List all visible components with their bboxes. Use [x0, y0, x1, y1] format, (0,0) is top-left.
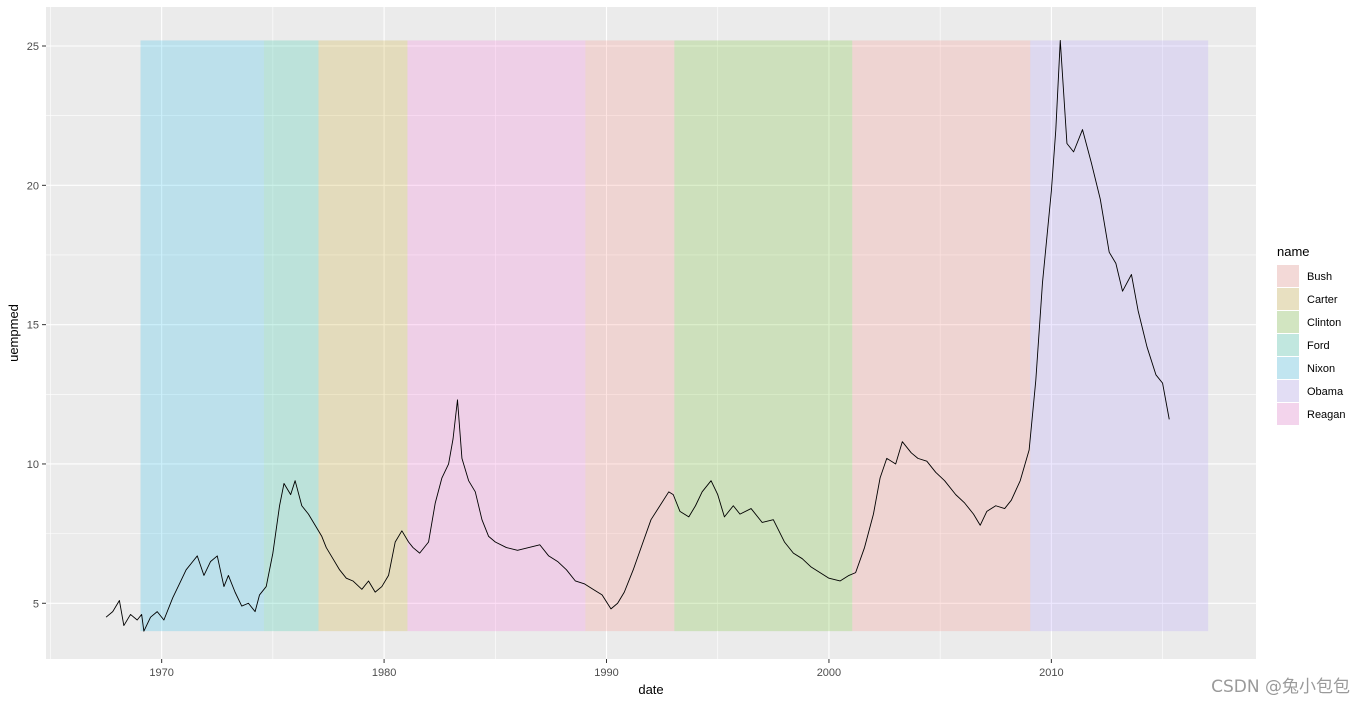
x-tick-label: 1970: [149, 667, 173, 679]
term-band-bush: [585, 40, 675, 632]
y-tick-label: 10: [27, 459, 39, 471]
legend-label-bush: Bush: [1307, 271, 1332, 283]
legend-swatch-reagan: [1277, 403, 1299, 425]
term-band-obama: [1030, 40, 1209, 632]
legend-label-obama: Obama: [1307, 386, 1344, 398]
series-layer: [105, 39, 1170, 632]
legend-swatch-bush: [1277, 265, 1299, 287]
term-band-carter: [318, 40, 408, 632]
grid-minor: [46, 7, 1256, 659]
legend-swatch-carter: [1277, 288, 1299, 310]
legend-swatch-ford: [1277, 334, 1299, 356]
watermark-text: CSDN @兔小包包: [1211, 677, 1350, 697]
legend-title: name: [1277, 244, 1310, 259]
x-axis-title: date: [638, 682, 663, 697]
y-tick-label: 25: [27, 41, 39, 53]
legend-swatch-clinton: [1277, 311, 1299, 333]
legend-label-carter: Carter: [1307, 294, 1338, 306]
y-tick-label: 5: [33, 598, 39, 610]
legend-label-nixon: Nixon: [1307, 363, 1335, 375]
term-band-bush: [852, 40, 1031, 632]
y-axis-title: uempmed: [6, 304, 21, 362]
x-tick-label: 2010: [1039, 667, 1063, 679]
term-band-nixon: [140, 40, 264, 632]
x-tick-label: 1980: [372, 667, 396, 679]
legend-swatch-obama: [1277, 380, 1299, 402]
term-band-reagan: [407, 40, 586, 632]
term-bands: [140, 40, 1209, 632]
y-tick-label: 20: [27, 180, 39, 192]
legend-key-ford: [1277, 334, 1299, 356]
legend-key-bush: [1277, 265, 1299, 287]
legend-key-carter: [1277, 288, 1299, 310]
legend-label-ford: Ford: [1307, 340, 1330, 352]
legend-swatch-nixon: [1277, 357, 1299, 379]
series-line-0: [105, 39, 1170, 632]
legend-key-reagan: [1277, 403, 1299, 425]
legend-label-clinton: Clinton: [1307, 317, 1341, 329]
legend-key-obama: [1277, 380, 1299, 402]
x-tick-label: 1990: [594, 667, 618, 679]
x-tick-label: 2000: [817, 667, 841, 679]
legend-key-nixon: [1277, 357, 1299, 379]
y-tick-label: 15: [27, 320, 39, 332]
legend: name Bush Carter Clinton Ford Nixon Obama Reag…: [1277, 244, 1346, 425]
x-axis: 1970 1980 1990 2000 2010: [149, 659, 1064, 679]
legend-label-reagan: Reagan: [1307, 409, 1346, 421]
y-axis: 5 10 15 20 25: [27, 41, 46, 610]
term-band-ford: [263, 40, 319, 632]
term-band-clinton: [674, 40, 853, 632]
legend-key-clinton: [1277, 311, 1299, 333]
